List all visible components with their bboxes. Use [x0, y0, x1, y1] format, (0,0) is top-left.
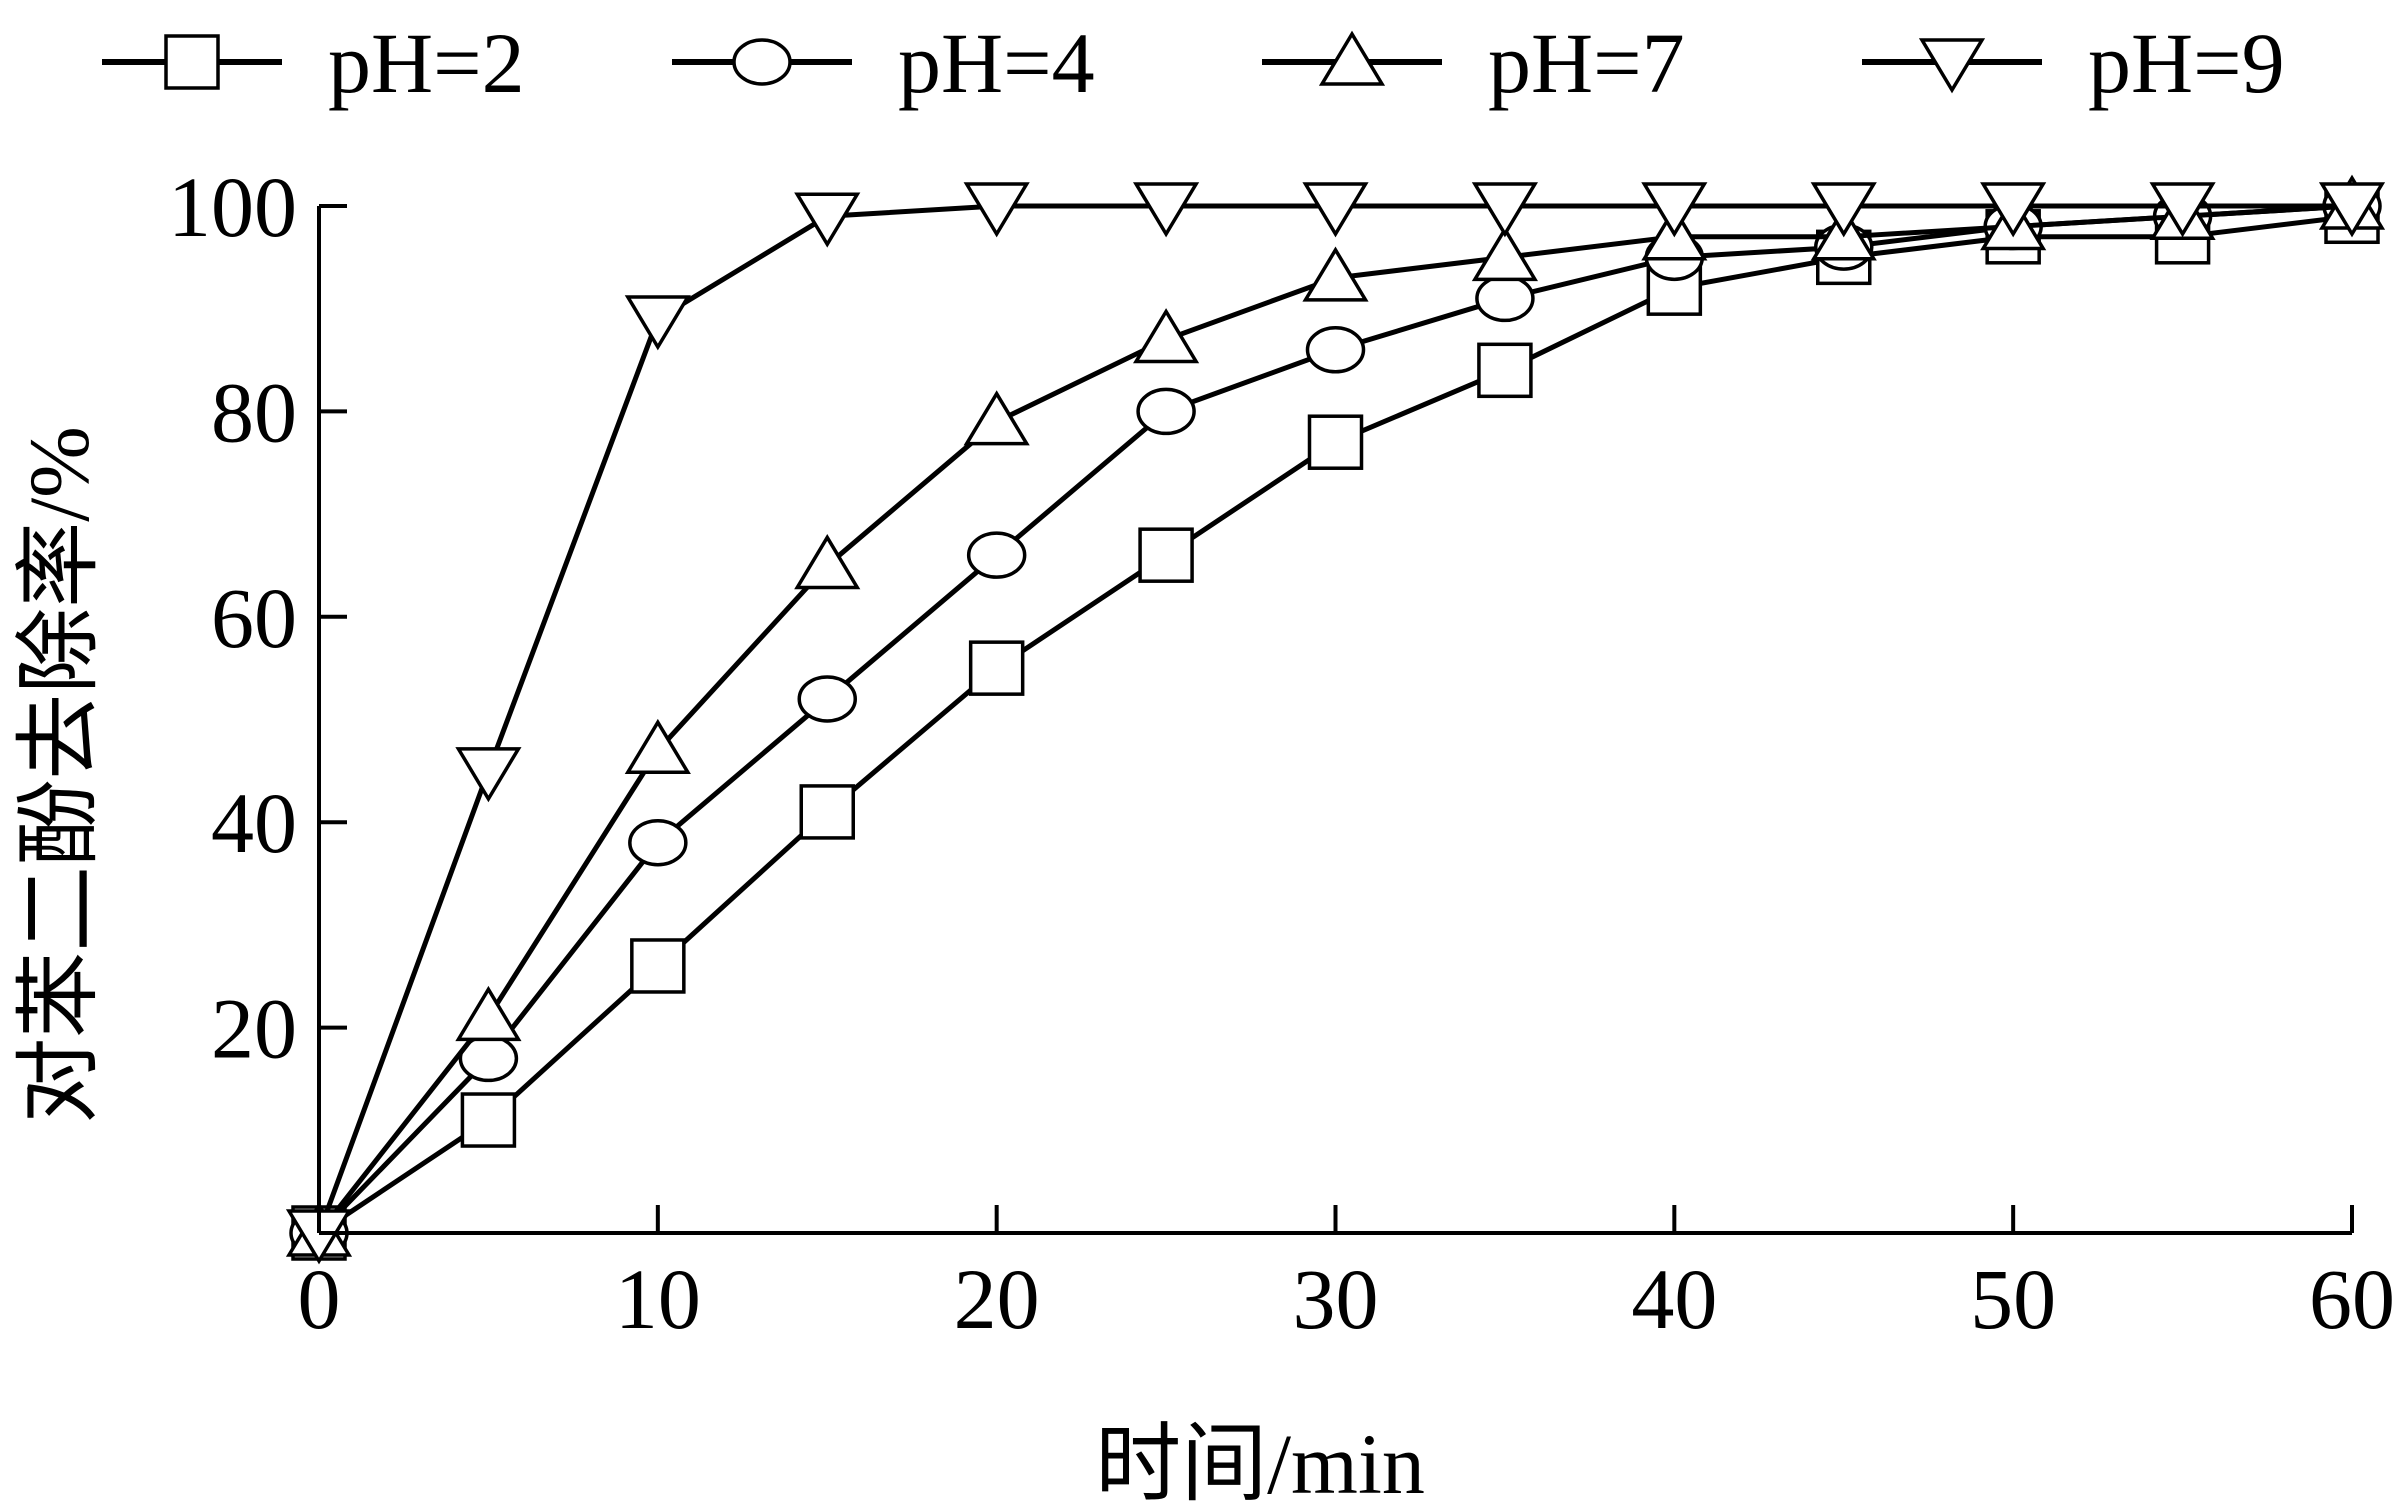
data-point [1471, 225, 1539, 282]
data-point [460, 1092, 517, 1148]
data-point [624, 295, 691, 351]
data-point [455, 985, 522, 1042]
x-tick-label: 30 [1293, 1251, 1379, 1347]
data-point [455, 747, 522, 803]
data-point [1477, 342, 1533, 399]
data-point [1136, 387, 1196, 436]
data-point [799, 784, 855, 840]
data-point [2149, 182, 2216, 238]
y-tick-label: 100 [168, 159, 297, 255]
series-circle [289, 182, 2382, 1257]
data-point [1810, 182, 1877, 238]
x-axis-title: 时间/min [1095, 1416, 1425, 1509]
x-tick-label: 60 [2309, 1251, 2395, 1347]
data-point [794, 534, 861, 590]
data-point [2318, 182, 2386, 238]
data-point [630, 938, 686, 994]
y-axis-title: 对苯二酚去除率/% [11, 426, 107, 1124]
data-point [1132, 308, 1200, 364]
legend-label: pH=9 [2088, 15, 2285, 111]
legend-label: pH=4 [898, 15, 1095, 111]
legend-marker [164, 34, 220, 90]
x-tick-label: 0 [298, 1251, 341, 1347]
data-point [1471, 182, 1539, 238]
legend-item: pH=9 [1862, 15, 2285, 111]
legend-item: pH=7 [1262, 15, 1685, 111]
data-point [1980, 182, 2047, 238]
y-tick-label: 80 [211, 364, 297, 460]
data-point [1302, 182, 1369, 238]
data-point [628, 818, 688, 867]
y-tick-label: 40 [211, 775, 297, 871]
legend: pH=2 pH=4 pH=7 pH=9 [102, 15, 2285, 111]
data-point [1641, 182, 1708, 238]
data-point [966, 531, 1027, 579]
series-layer [285, 174, 2386, 1265]
x-tick-label: 50 [1970, 1251, 2056, 1347]
legend-marker [1918, 38, 1986, 94]
x-tick-label: 40 [1631, 1251, 1717, 1347]
legend-label: pH=7 [1488, 15, 1685, 111]
data-point [1132, 182, 1200, 238]
y-tick-label: 60 [211, 570, 297, 666]
series-triangle-down [285, 182, 2386, 1265]
legend-marker [1318, 30, 1386, 86]
data-point [1307, 414, 1364, 470]
data-point [1302, 246, 1369, 302]
data-point [963, 390, 1030, 446]
y-tick-label: 20 [211, 981, 297, 1077]
legend-item: pH=2 [102, 15, 525, 111]
x-tick-label: 10 [615, 1251, 701, 1347]
legend-label: pH=2 [328, 15, 525, 111]
data-point [1475, 274, 1535, 323]
axes: 0 10 20 30 40 50 60 20 40 60 80 100 [168, 159, 2395, 1347]
data-point [968, 640, 1025, 696]
data-point [797, 675, 857, 723]
data-point [624, 718, 691, 775]
data-point [794, 192, 861, 248]
legend-marker [732, 38, 792, 86]
legend-item: pH=4 [672, 15, 1095, 111]
data-point [963, 182, 1030, 238]
data-point [1305, 326, 1366, 374]
x-tick-label: 20 [954, 1251, 1040, 1347]
data-point [1138, 527, 1194, 583]
